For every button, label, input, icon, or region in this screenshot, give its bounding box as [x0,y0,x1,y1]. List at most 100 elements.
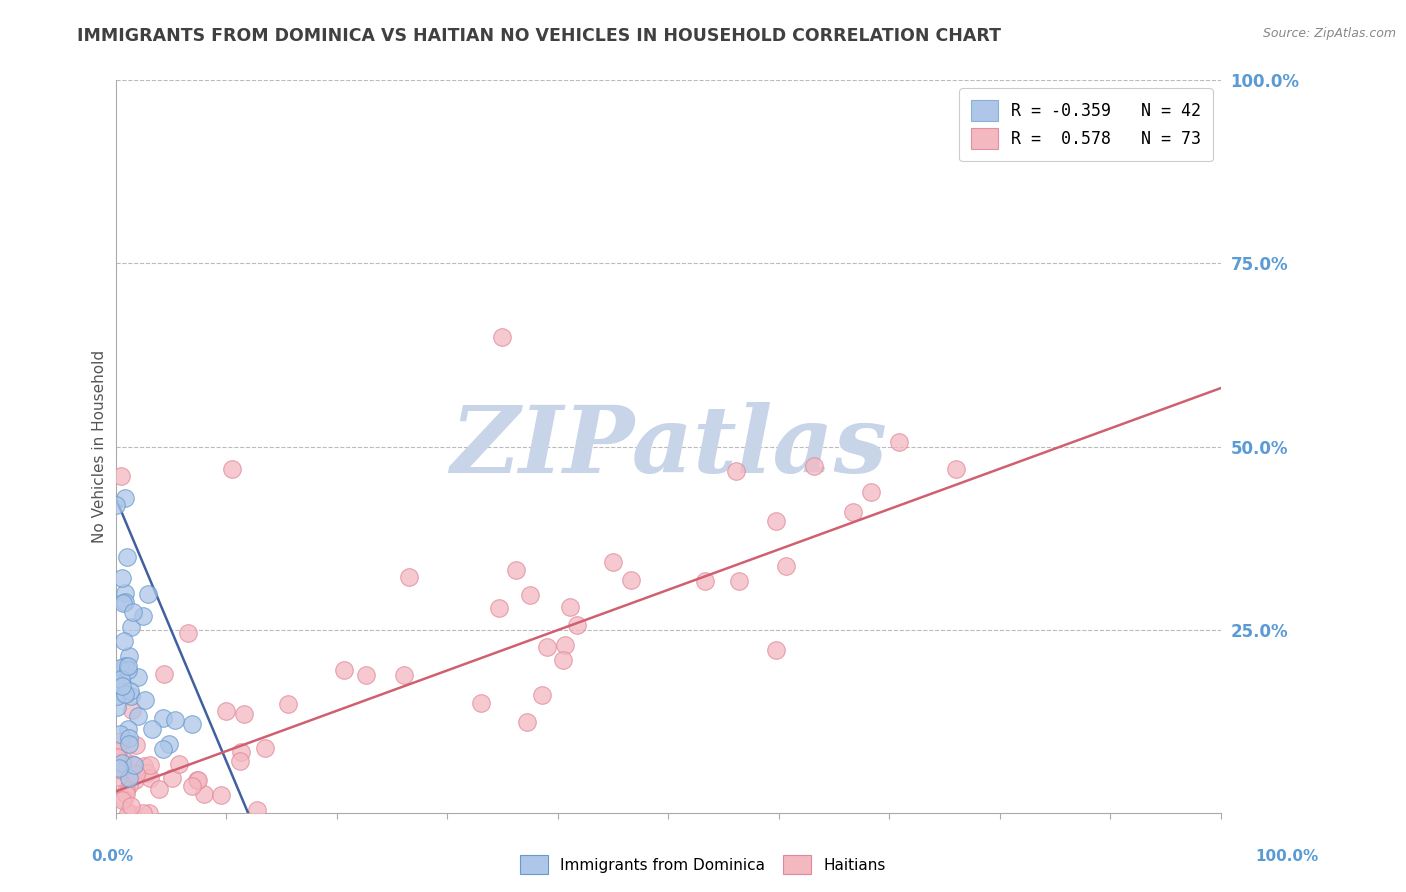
Immigrants from Dominica [105,700,128,714]
Haitians [110,734,132,748]
Immigrants from Dominica [112,596,135,610]
Haitians [112,753,135,767]
Haitians [531,688,554,702]
Haitians [110,469,132,483]
Immigrants from Dominica [165,713,187,727]
Haitians [491,329,513,343]
Haitians [231,746,253,760]
Haitians [139,757,162,772]
Haitians [125,738,148,752]
Immigrants from Dominica [105,676,128,690]
Haitians [107,745,129,759]
Haitians [136,765,159,780]
Immigrants from Dominica [107,761,129,775]
Haitians [221,461,243,475]
Immigrants from Dominica [122,757,145,772]
Haitians [470,697,492,711]
Legend: Immigrants from Dominica, Haitians: Immigrants from Dominica, Haitians [515,849,891,880]
Haitians [693,574,716,588]
Y-axis label: No Vehicles in Household: No Vehicles in Household [93,351,107,543]
Immigrants from Dominica [132,609,155,624]
Haitians [121,757,143,772]
Haitians [332,663,354,677]
Haitians [118,806,141,821]
Immigrants from Dominica [120,684,142,698]
Text: 0.0%: 0.0% [91,849,134,864]
Haitians [114,787,136,801]
Haitians [246,803,269,817]
Haitians [177,626,200,640]
Text: IMMIGRANTS FROM DOMINICA VS HAITIAN NO VEHICLES IN HOUSEHOLD CORRELATION CHART: IMMIGRANTS FROM DOMINICA VS HAITIAN NO V… [77,27,1001,45]
Haitians [186,772,208,787]
Legend: R = -0.359   N = 42, R =  0.578   N = 73: R = -0.359 N = 42, R = 0.578 N = 73 [959,88,1212,161]
Immigrants from Dominica [114,595,136,609]
Haitians [181,780,204,794]
Haitians [125,766,148,780]
Haitians [112,792,135,806]
Haitians [354,668,377,682]
Haitians [488,601,510,615]
Haitians [193,787,215,801]
Haitians [215,705,238,719]
Immigrants from Dominica [115,549,138,564]
Haitians [775,559,797,574]
Haitians [139,771,162,785]
Haitians [187,772,209,787]
Haitians [277,697,299,711]
Immigrants from Dominica [118,648,141,663]
Immigrants from Dominica [134,693,156,707]
Immigrants from Dominica [114,491,136,505]
Immigrants from Dominica [111,571,134,585]
Text: Source: ZipAtlas.com: Source: ZipAtlas.com [1263,27,1396,40]
Haitians [945,462,967,476]
Haitians [254,740,277,755]
Haitians [115,782,138,797]
Haitians [765,514,787,528]
Haitians [803,458,825,473]
Haitians [160,771,183,785]
Haitians [121,703,143,717]
Haitians [107,750,129,764]
Immigrants from Dominica [120,690,142,704]
Haitians [117,806,139,821]
Immigrants from Dominica [121,605,143,619]
Immigrants from Dominica [141,723,163,737]
Haitians [725,464,748,478]
Haitians [516,714,538,729]
Haitians [620,574,643,588]
Immigrants from Dominica [111,679,134,693]
Haitians [132,806,155,821]
Haitians [519,588,541,602]
Haitians [860,485,883,500]
Immigrants from Dominica [121,619,143,633]
Text: ZIPatlas: ZIPatlas [450,401,887,491]
Immigrants from Dominica [110,727,132,741]
Immigrants from Dominica [180,717,202,731]
Immigrants from Dominica [114,688,136,702]
Haitians [107,770,129,784]
Text: 100.0%: 100.0% [1256,849,1319,864]
Immigrants from Dominica [104,499,127,513]
Haitians [553,653,575,667]
Haitians [153,667,176,681]
Immigrants from Dominica [112,633,135,648]
Immigrants from Dominica [127,708,149,723]
Immigrants from Dominica [114,658,136,673]
Immigrants from Dominica [117,663,139,677]
Immigrants from Dominica [110,672,132,686]
Haitians [602,555,624,569]
Immigrants from Dominica [114,586,136,600]
Haitians [148,781,170,796]
Haitians [132,758,155,772]
Haitians [120,798,142,813]
Haitians [209,788,232,802]
Haitians [110,763,132,777]
Immigrants from Dominica [117,738,139,752]
Immigrants from Dominica [157,737,180,751]
Immigrants from Dominica [118,731,141,746]
Immigrants from Dominica [136,587,159,601]
Haitians [565,617,588,632]
Haitians [232,706,254,721]
Haitians [118,778,141,792]
Haitians [111,793,134,807]
